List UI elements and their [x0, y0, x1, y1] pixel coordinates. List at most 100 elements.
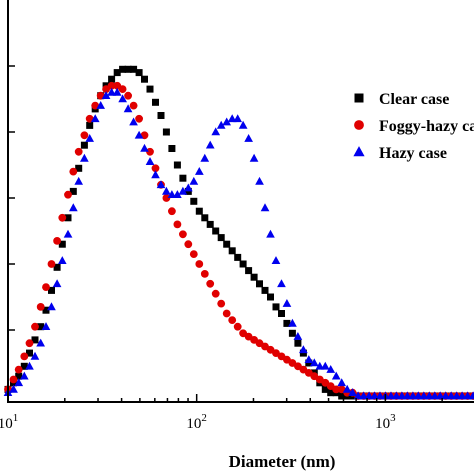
- data-point-circle: [151, 164, 160, 173]
- data-point-circle: [42, 283, 50, 291]
- data-point-triangle: [85, 134, 94, 142]
- data-marks: [3, 65, 474, 400]
- data-point-square: [212, 227, 220, 235]
- data-point-square: [108, 75, 116, 83]
- data-point-triangle: [205, 140, 215, 149]
- data-point-triangle: [195, 167, 204, 175]
- data-point-square: [338, 392, 346, 400]
- data-point-triangle: [282, 299, 292, 307]
- data-point-square: [42, 306, 50, 314]
- data-point-circle: [20, 352, 29, 361]
- data-point-triangle: [468, 391, 474, 400]
- x-axis-title: Diameter (nm): [229, 452, 336, 471]
- data-point-triangle: [52, 279, 62, 288]
- data-point-triangle: [430, 391, 440, 400]
- legend: Clear case Foggy-hazy case Hazy case: [353, 91, 474, 162]
- data-point-circle: [179, 230, 187, 239]
- data-point-square: [130, 65, 138, 73]
- data-point-circle: [69, 167, 78, 176]
- legend-label: Foggy-hazy case: [379, 118, 474, 135]
- data-point-triangle: [260, 203, 270, 212]
- data-point-triangle: [457, 391, 467, 400]
- data-point-triangle: [222, 117, 231, 126]
- data-point-triangle: [227, 114, 237, 123]
- data-point-square: [206, 220, 214, 228]
- data-point-circle: [118, 85, 127, 93]
- data-point-square: [190, 197, 198, 205]
- data-point-square: [26, 349, 33, 357]
- data-point-triangle: [441, 391, 451, 400]
- data-point-square: [80, 141, 88, 149]
- data-point-circle: [206, 279, 215, 288]
- data-point-triangle: [36, 338, 45, 347]
- data-point-triangle: [151, 170, 160, 179]
- legend-label: Hazy case: [379, 145, 447, 162]
- data-point-triangle: [370, 391, 379, 400]
- data-point-triangle: [112, 87, 122, 96]
- data-point-circle: [25, 339, 34, 348]
- data-point-circle: [332, 385, 341, 394]
- data-point-circle: [135, 114, 144, 123]
- data-point-circle: [211, 289, 220, 298]
- data-point-triangle: [129, 117, 138, 126]
- data-point-circle: [228, 316, 237, 324]
- data-point-circle: [64, 190, 72, 199]
- data-point-triangle: [326, 365, 336, 373]
- data-point-square: [119, 65, 127, 73]
- data-point-triangle: [69, 203, 78, 212]
- x-axis-ticks: 101 102 103: [0, 394, 443, 432]
- data-point-triangle: [452, 391, 461, 400]
- data-point-triangle: [299, 345, 308, 354]
- x-tick-label: 101: [0, 412, 18, 432]
- data-point-circle: [58, 213, 67, 222]
- data-point-triangle: [397, 391, 407, 400]
- data-point-square: [162, 128, 170, 136]
- data-point-square: [173, 161, 181, 169]
- data-point-triangle: [288, 318, 297, 327]
- data-point-triangle: [320, 361, 330, 370]
- data-point-circle: [217, 299, 226, 308]
- data-point-triangle: [156, 180, 166, 189]
- data-point-triangle: [47, 302, 56, 311]
- data-point-square: [168, 145, 176, 152]
- data-point-square: [239, 260, 247, 268]
- data-point-triangle: [216, 120, 226, 129]
- data-point-triangle: [123, 104, 133, 113]
- data-point-square: [278, 310, 285, 317]
- data-point-triangle: [425, 391, 434, 400]
- data-point-triangle: [342, 384, 352, 393]
- data-point-triangle: [414, 391, 423, 400]
- data-point-square: [294, 339, 302, 347]
- data-point-triangle: [74, 176, 83, 185]
- data-point-square: [321, 385, 329, 393]
- data-point-triangle: [293, 332, 303, 340]
- data-point-square: [113, 69, 121, 77]
- data-point-circle: [124, 91, 132, 100]
- data-point-triangle: [184, 183, 193, 192]
- data-point-circle: [107, 81, 116, 90]
- legend-marker-triangle: [353, 146, 365, 157]
- data-point-triangle: [277, 279, 286, 288]
- data-point-square: [135, 69, 143, 77]
- data-point-square: [141, 75, 148, 83]
- data-point-square: [53, 263, 61, 271]
- data-point-square: [261, 286, 269, 294]
- data-point-triangle: [63, 229, 73, 238]
- data-point-square: [250, 273, 258, 281]
- legend-marker-circle: [354, 120, 364, 130]
- data-point-triangle: [408, 391, 418, 400]
- data-point-triangle: [310, 358, 319, 367]
- data-point-triangle: [80, 153, 89, 162]
- data-point-triangle: [167, 190, 177, 198]
- plot-frame: [7, 0, 474, 403]
- data-point-triangle: [233, 114, 242, 123]
- data-point-square: [283, 319, 291, 327]
- data-point-triangle: [90, 114, 100, 123]
- data-point-circle: [14, 365, 23, 374]
- data-point-square: [64, 214, 72, 222]
- data-point-square: [146, 85, 154, 93]
- y-axis-ticks: [8, 65, 15, 331]
- data-point-triangle: [271, 256, 281, 264]
- data-point-triangle: [244, 134, 253, 142]
- data-point-triangle: [96, 101, 105, 109]
